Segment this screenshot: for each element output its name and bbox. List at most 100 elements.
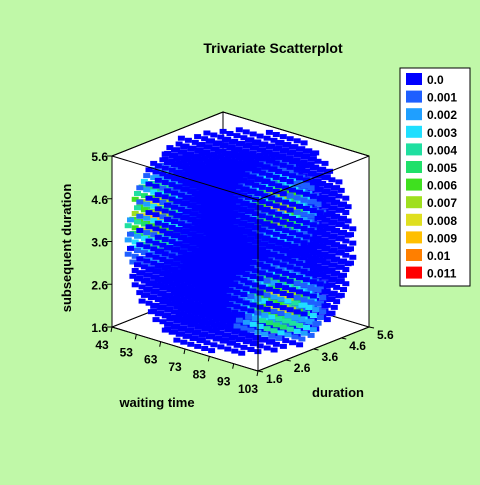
data-point	[238, 350, 246, 356]
data-point	[258, 156, 266, 162]
data-point	[247, 308, 255, 314]
data-point	[282, 142, 290, 148]
data-point	[217, 200, 225, 206]
data-point	[307, 242, 315, 248]
data-point	[238, 264, 246, 269]
data-point	[323, 254, 331, 260]
data-point	[196, 185, 204, 191]
data-point	[235, 127, 243, 133]
data-point	[161, 313, 169, 319]
data-point	[307, 156, 315, 162]
data-point	[235, 170, 243, 176]
data-point	[265, 229, 273, 235]
data-point	[136, 213, 144, 219]
data-point	[196, 256, 204, 262]
data-point	[307, 185, 315, 191]
data-point	[205, 334, 213, 340]
data-point	[159, 257, 167, 262]
data-point	[228, 182, 236, 188]
data-point	[268, 209, 276, 215]
data-point	[171, 219, 178, 225]
data-point	[293, 138, 301, 144]
data-point	[245, 180, 252, 186]
data-point	[258, 170, 266, 176]
x-tick-label: 53	[120, 345, 134, 359]
data-point	[175, 331, 183, 337]
data-point	[316, 315, 324, 320]
data-point	[265, 129, 273, 135]
legend-label: 0.0	[427, 73, 444, 87]
data-point	[293, 266, 301, 272]
data-point	[335, 179, 343, 185]
data-point	[342, 252, 350, 258]
data-point	[240, 135, 248, 141]
data-point	[189, 268, 197, 274]
data-point	[330, 200, 338, 205]
data-point	[171, 290, 178, 296]
data-point	[164, 245, 171, 251]
data-point	[282, 318, 290, 324]
data-point	[242, 271, 250, 277]
data-point	[252, 335, 260, 341]
data-point	[205, 138, 213, 144]
data-point	[159, 214, 167, 220]
data-point	[208, 218, 215, 224]
data-point	[145, 238, 153, 244]
data-point	[171, 276, 178, 282]
data-point	[136, 199, 144, 205]
data-point	[240, 325, 248, 331]
x-tick-mark	[183, 348, 186, 355]
data-point	[164, 202, 171, 208]
data-point	[224, 346, 232, 352]
data-point	[201, 202, 208, 208]
data-point	[245, 166, 252, 172]
data-point	[296, 275, 303, 280]
data-point	[231, 295, 239, 301]
data-point	[196, 156, 204, 162]
data-point	[252, 211, 259, 217]
data-point	[168, 253, 176, 259]
data-point	[254, 191, 262, 197]
data-point	[187, 288, 195, 294]
data-point	[124, 251, 132, 257]
data-point	[330, 271, 338, 277]
data-point	[238, 150, 246, 155]
data-point	[279, 343, 287, 349]
data-point	[252, 182, 259, 188]
data-point	[302, 248, 310, 254]
data-point	[221, 194, 229, 200]
data-point	[136, 242, 144, 248]
data-point	[344, 204, 352, 210]
data-point	[203, 301, 211, 307]
data-point	[282, 185, 290, 191]
data-point	[259, 318, 266, 324]
y-tick-mark	[368, 326, 375, 329]
legend-label: 0.009	[427, 231, 457, 245]
data-point	[335, 222, 343, 228]
data-point	[210, 303, 218, 309]
data-point	[289, 287, 296, 293]
data-point	[177, 306, 185, 312]
data-point	[205, 238, 213, 244]
data-point	[330, 304, 338, 310]
data-point	[249, 302, 257, 308]
data-point	[212, 155, 220, 161]
data-point	[233, 342, 241, 348]
data-point	[256, 133, 264, 139]
data-point	[314, 173, 322, 179]
data-point	[143, 244, 151, 250]
data-point	[275, 211, 283, 217]
data-point	[131, 211, 139, 216]
data-point	[319, 295, 327, 300]
data-point	[293, 195, 301, 201]
data-point	[238, 249, 246, 255]
data-point	[171, 261, 178, 267]
data-point	[270, 347, 278, 353]
data-point	[247, 203, 255, 209]
data-point	[242, 129, 250, 135]
data-point	[247, 189, 255, 195]
data-point	[221, 222, 229, 228]
data-point	[289, 159, 296, 164]
data-point	[337, 259, 345, 265]
data-point	[289, 173, 296, 179]
